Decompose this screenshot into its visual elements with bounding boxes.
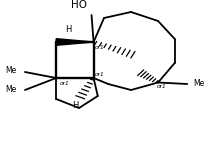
- Polygon shape: [56, 39, 94, 45]
- Text: H: H: [72, 100, 78, 109]
- Text: HO: HO: [71, 0, 87, 10]
- Text: Me: Me: [193, 80, 205, 88]
- Text: or1: or1: [95, 45, 104, 50]
- Text: Me: Me: [5, 66, 17, 75]
- Text: or1: or1: [59, 81, 69, 86]
- Text: Me: Me: [5, 85, 17, 94]
- Text: or1: or1: [95, 72, 104, 77]
- Text: H: H: [66, 26, 72, 34]
- Text: or1: or1: [157, 84, 167, 89]
